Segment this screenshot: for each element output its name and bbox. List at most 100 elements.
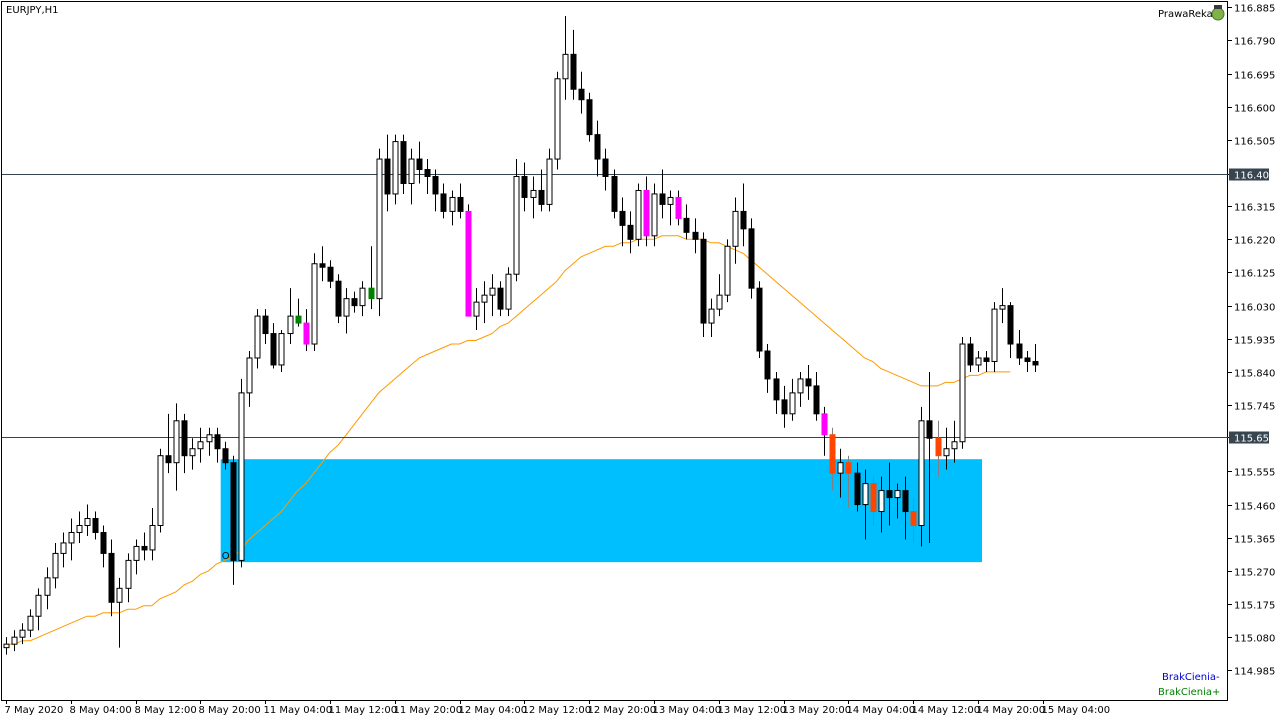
candle-body [287, 315, 294, 335]
candle-body [805, 378, 812, 387]
candle-body [440, 193, 447, 212]
candle [76, 511, 83, 543]
candle [700, 232, 707, 338]
candle-body [732, 210, 739, 247]
candle [975, 351, 982, 372]
candle [11, 630, 18, 652]
candle [692, 218, 699, 254]
candle-body [967, 343, 974, 366]
candle-body [748, 228, 755, 289]
candle-body [497, 287, 504, 310]
candle-body [821, 413, 828, 436]
candle-body [376, 158, 383, 300]
candle-body [149, 525, 156, 551]
candle-body [400, 141, 407, 184]
candle-body [983, 357, 990, 362]
candle [133, 539, 140, 575]
candle [1007, 302, 1014, 358]
candle-body [1032, 360, 1039, 366]
candle [295, 298, 302, 327]
y-tick-label: 115.175 [1234, 601, 1275, 612]
candle-body [862, 483, 869, 506]
y-tick-label: 116.315 [1234, 203, 1275, 214]
candle [756, 281, 763, 358]
candle [465, 204, 472, 317]
candle-body [764, 350, 771, 380]
candle [813, 371, 820, 421]
candle-body [991, 308, 998, 362]
candle [886, 462, 893, 526]
candle [683, 204, 690, 240]
candle-body [594, 134, 601, 160]
candle-body [837, 462, 844, 474]
candle-body [797, 378, 804, 394]
candle [943, 427, 950, 470]
candle [546, 148, 553, 212]
candle [805, 364, 812, 400]
candle [497, 281, 504, 317]
candle-body [538, 189, 545, 205]
candle [19, 623, 26, 645]
candle-body [173, 420, 180, 464]
candle-body [489, 287, 496, 296]
candle-body [700, 238, 707, 324]
x-tick-label: 15 May 04:00 [1042, 705, 1111, 716]
candle [246, 351, 253, 407]
candle [303, 309, 310, 351]
candle [254, 309, 261, 369]
candle [335, 274, 342, 324]
candle [181, 413, 188, 474]
candle [359, 281, 366, 317]
candle-body [206, 434, 213, 443]
y-tick-label: 116.600 [1234, 104, 1275, 115]
candle-body [578, 88, 585, 101]
y-tick-label: 116.505 [1234, 137, 1275, 148]
moving-average-line [6, 235, 1011, 645]
candle [748, 218, 755, 299]
candle [837, 448, 844, 498]
candle [562, 15, 569, 100]
candle-body [133, 545, 140, 561]
candle [230, 455, 237, 585]
candle [959, 337, 966, 449]
order-block-label: OB [222, 551, 237, 562]
candle [926, 371, 933, 543]
candle [287, 288, 294, 345]
candle-body [554, 78, 561, 160]
candle [481, 281, 488, 324]
y-tick-label: 115.935 [1234, 336, 1275, 347]
candle [675, 190, 682, 226]
candle [530, 176, 537, 219]
candle-body [894, 490, 901, 499]
candle [222, 441, 229, 470]
candle [408, 148, 415, 205]
candle-body [756, 287, 763, 352]
candle [457, 183, 464, 219]
candle [829, 427, 836, 491]
candle [586, 92, 593, 142]
x-tick-label: 7 May 2020 [5, 705, 64, 716]
candle-body [343, 298, 350, 317]
candle [440, 183, 447, 219]
candle [554, 71, 561, 170]
candle [521, 162, 528, 212]
candle-body [902, 490, 909, 513]
candle-body [278, 333, 285, 366]
x-tick-label: 14 May 04:00 [847, 705, 916, 716]
x-tick-label: 8 May 12:00 [135, 705, 197, 716]
candle-body [157, 455, 164, 527]
candle [845, 455, 852, 509]
candle-body [3, 643, 10, 649]
candle-body [935, 437, 942, 457]
candle-body [303, 322, 310, 345]
candle [343, 288, 350, 334]
x-tick-label: 8 May 20:00 [199, 705, 261, 716]
candle-body [473, 301, 480, 317]
candle-body [246, 357, 253, 394]
candle-body [619, 210, 626, 226]
y-tick-label: 115.080 [1234, 634, 1275, 645]
candle [44, 567, 51, 610]
candle [870, 476, 877, 526]
